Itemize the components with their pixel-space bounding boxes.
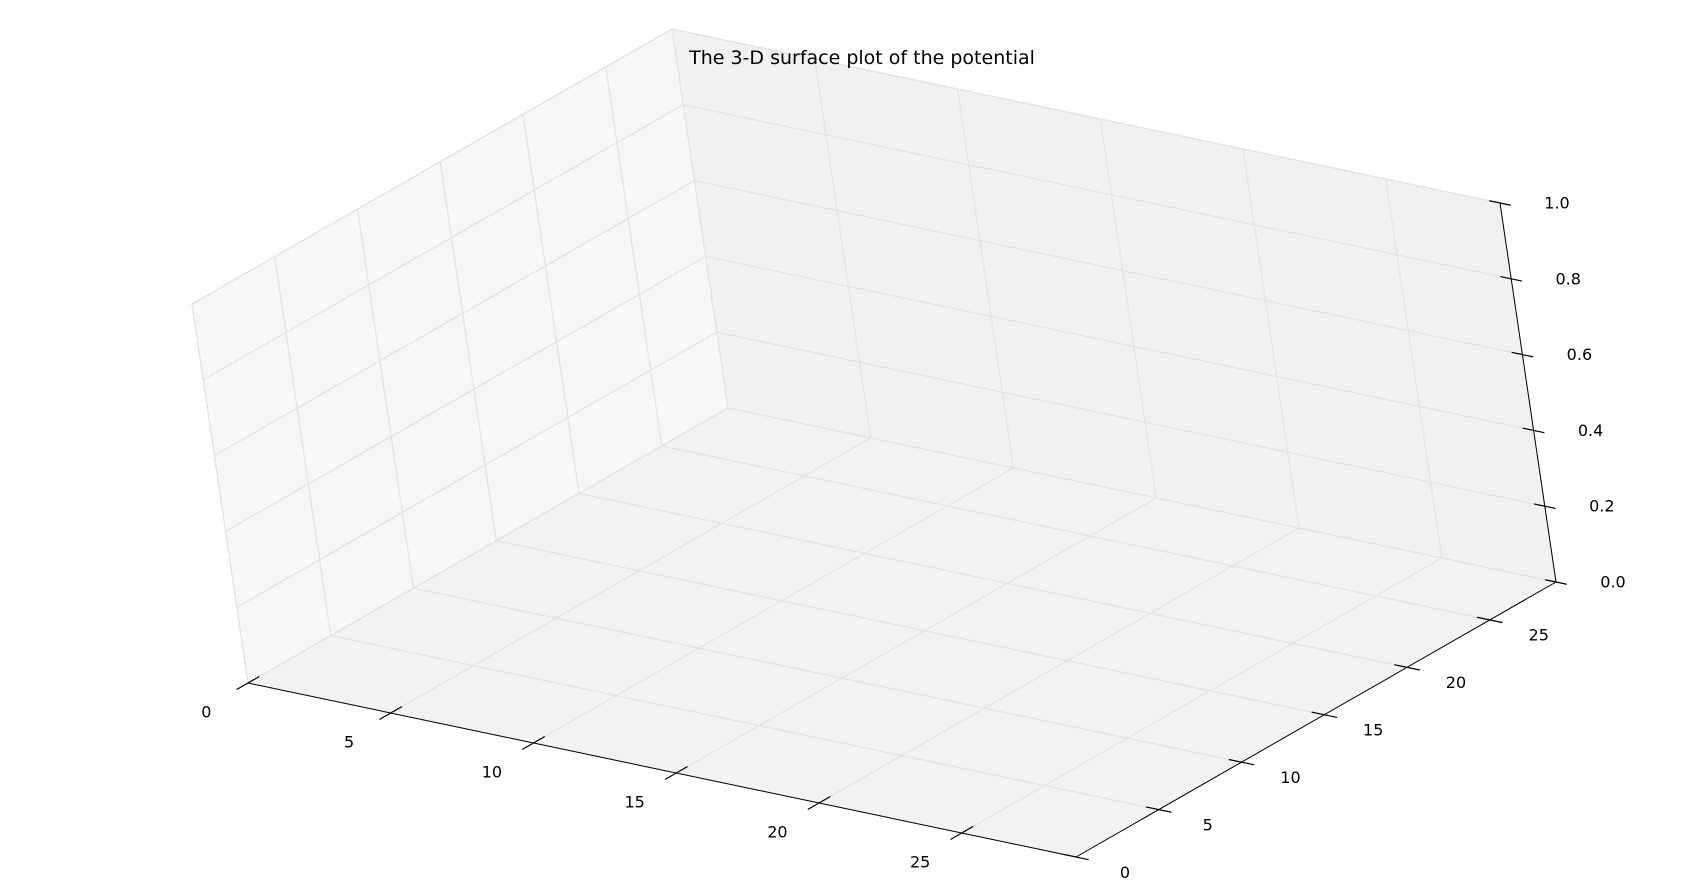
y-axis-line xyxy=(1075,581,1557,858)
grid-line-y-left xyxy=(439,161,497,541)
y-tick-mark xyxy=(1228,758,1255,766)
grid-line-y-floor xyxy=(661,445,1490,621)
y-tick-mark xyxy=(1063,853,1089,861)
grid-line-z-left xyxy=(247,407,729,684)
y-tick-label: 25 xyxy=(1529,626,1549,645)
y-tick-mark xyxy=(1311,711,1338,719)
z-tick-label: 0.8 xyxy=(1555,269,1580,288)
x-tick-label: 10 xyxy=(482,762,502,781)
grid-line-z-back xyxy=(705,255,1534,432)
z-tick-mark xyxy=(1500,275,1523,282)
grid-line-x-floor xyxy=(818,527,1300,804)
y-tick-label: 10 xyxy=(1280,768,1300,787)
x-tick-label: 25 xyxy=(910,852,930,871)
y-tick-label: 15 xyxy=(1363,721,1383,740)
z-tick-mark xyxy=(1489,200,1511,206)
chart-title: The 3-D surface plot of the potential xyxy=(688,47,1035,69)
grid-line-z-back xyxy=(683,104,1512,280)
grid-line-z-back xyxy=(671,28,1501,204)
z-tick-mark xyxy=(1522,427,1545,434)
z-tick-label: 1.0 xyxy=(1544,194,1569,213)
x-tick-mark xyxy=(664,766,688,780)
y-tick-label: 20 xyxy=(1446,673,1466,692)
grid-line-y-left xyxy=(356,209,415,589)
x-tick-mark xyxy=(950,826,974,840)
grid-line-x-back xyxy=(671,28,729,409)
grid-line-x-floor xyxy=(961,557,1443,834)
grid-line-x-back xyxy=(956,88,1015,469)
ticks: 0 5 10 15 20 25 0 5 10 15 20 25 0.0 0.2 0.4 0.6 0.8 1.0 xyxy=(201,194,1625,882)
y-tick-mark xyxy=(1476,616,1503,624)
grid-line-z-left xyxy=(214,180,695,457)
grid-line-y-left xyxy=(191,303,249,684)
x-tick-label: 15 xyxy=(624,792,644,811)
z-tick-mark xyxy=(1533,503,1556,510)
grid-line-y-floor xyxy=(496,540,1325,716)
z-tick-label: 0.6 xyxy=(1567,345,1592,364)
x-axis-line xyxy=(247,682,1077,858)
z-tick-label: 0.0 xyxy=(1600,573,1625,592)
grid-line-z-left xyxy=(191,28,673,305)
z-tick-mark xyxy=(1545,579,1567,585)
grid-line-x-floor xyxy=(390,437,872,714)
x-tick-label: 0 xyxy=(201,702,211,721)
grid-line-y-left xyxy=(522,114,580,494)
grid-line-z-left xyxy=(202,104,684,381)
grid-line-y-floor xyxy=(578,492,1408,668)
grid-lines xyxy=(191,28,1557,858)
axes xyxy=(247,202,1557,858)
grid-line-z-back xyxy=(716,331,1545,507)
axis-panes xyxy=(191,28,1558,858)
grid-line-y-left xyxy=(274,256,332,636)
grid-line-z-left xyxy=(225,255,706,532)
y-tick-label: 5 xyxy=(1203,815,1213,834)
x-tick-mark xyxy=(521,736,546,750)
grid-line-x-back xyxy=(1099,118,1157,499)
grid-line-x-floor xyxy=(533,467,1014,744)
z-tick-mark xyxy=(1511,351,1534,358)
x-tick-mark xyxy=(807,796,831,810)
z-axis-line xyxy=(1499,202,1557,583)
x-tick-mark xyxy=(379,706,403,720)
x-tick-mark xyxy=(236,676,260,690)
grid-line-x-back xyxy=(1242,148,1300,529)
grid-line-z-back xyxy=(727,407,1557,583)
grid-line-x-back xyxy=(1385,178,1443,559)
grid-line-y-left xyxy=(605,66,663,447)
grid-line-x-floor xyxy=(675,497,1157,774)
x-tick-label: 20 xyxy=(767,822,787,841)
grid-line-x-back xyxy=(814,58,872,439)
z-tick-label: 0.4 xyxy=(1578,421,1603,440)
y-tick-mark xyxy=(1394,664,1420,671)
grid-line-y-floor xyxy=(330,634,1159,811)
z-tick-label: 0.2 xyxy=(1589,497,1614,516)
grid-line-y-floor xyxy=(413,587,1242,763)
grid-line-z-left xyxy=(236,331,718,608)
y-tick-mark xyxy=(1145,806,1172,813)
grid-line-z-back xyxy=(694,179,1523,356)
x-tick-label: 5 xyxy=(344,732,354,751)
y-tick-label: 0 xyxy=(1120,863,1130,882)
